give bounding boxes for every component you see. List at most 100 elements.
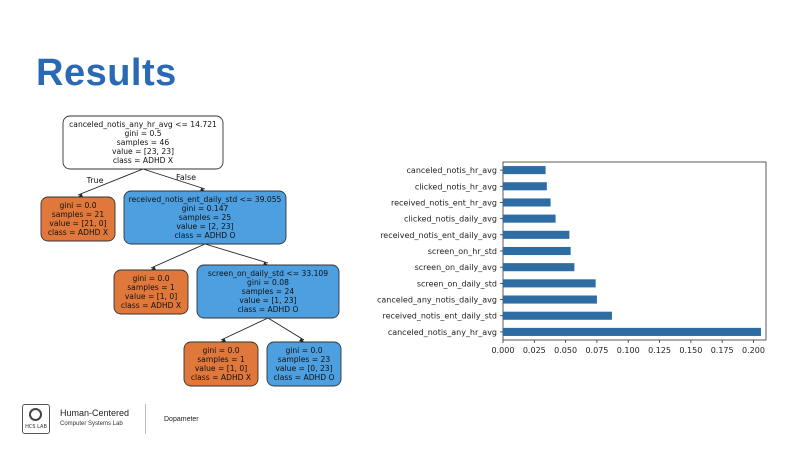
tree-node-box: [40, 196, 116, 242]
tree-node-text: class = ADHD X: [121, 301, 181, 310]
bar: [503, 279, 596, 288]
bar: [503, 230, 570, 239]
tree-node-text: value = [1, 0]: [195, 364, 247, 373]
x-tick-label: 0.075: [585, 346, 608, 355]
project-name: Dopameter: [164, 416, 199, 423]
y-tick-label: screen_on_daily_avg: [415, 263, 497, 272]
tree-edge-arrowhead: [151, 266, 156, 270]
y-tick-label: received_notis_ent_hr_avg: [391, 198, 497, 207]
x-tick-label: 0.050: [554, 346, 577, 355]
y-tick-label: clicked_notis_hr_avg: [415, 182, 497, 191]
tree-node-text: value = [2, 23]: [176, 222, 233, 231]
lab-logo-icon: HCS LAB: [22, 404, 50, 434]
x-tick-label: 0.125: [648, 346, 671, 355]
tree-node-text: screen_on_daily_std <= 33.109: [208, 269, 328, 278]
tree-node-text: gini = 0.0: [132, 274, 169, 283]
x-tick-label: 0.025: [523, 346, 546, 355]
tree-node-text: samples = 24: [242, 287, 295, 296]
slide-title: Results: [36, 52, 177, 94]
tree-node-text: value = [1, 0]: [125, 292, 177, 301]
y-tick-label: canceled_any_notis_daily_avg: [377, 296, 497, 305]
tree-node-text: received_notis_ent_daily_std <= 39.055: [129, 195, 282, 204]
tree-node: received_notis_ent_daily_std <= 39.055gi…: [123, 190, 287, 245]
decision-tree-diagram: True False canceled_notis_any_hr_avg <= 14…: [40, 115, 342, 387]
bar: [503, 182, 547, 191]
footer-divider: [145, 404, 146, 434]
tree-node-text: class = ADHD O: [273, 373, 334, 382]
tree-node-text: gini = 0.0: [202, 346, 239, 355]
tree-node-text: value = [0, 23]: [275, 364, 332, 373]
x-tick-label: 0.175: [711, 346, 734, 355]
tree-edge: [267, 317, 305, 341]
bar: [503, 263, 575, 272]
tree-node-text: value = [23, 23]: [112, 147, 174, 156]
bar: [503, 214, 556, 223]
tree-node-text: samples = 1: [127, 283, 175, 292]
y-tick-label: canceled_notis_any_hr_avg: [388, 328, 497, 337]
footer: HCS LAB Human-Centered Computer Systems …: [0, 398, 800, 448]
bar: [503, 311, 612, 320]
tree-edge: [204, 243, 269, 264]
y-tick-label: received_notis_ent_daily_avg: [380, 231, 497, 240]
tree-node-text: gini = 0.0: [59, 201, 96, 210]
tree-edge: [150, 243, 206, 269]
y-tick-label: clicked_notis_daily_avg: [404, 215, 497, 224]
tree-node-box: [196, 264, 340, 319]
head-icon: [29, 408, 42, 421]
lab-name: Human-Centered: [60, 408, 130, 418]
tree-node-text: value = [1, 23]: [239, 296, 296, 305]
bar: [503, 246, 571, 256]
tree-node-text: value = [21, 0]: [49, 219, 106, 228]
tree-node-text: samples = 21: [52, 210, 105, 219]
x-tick-label: 0.000: [492, 346, 515, 355]
tree-edge: [142, 168, 206, 190]
bar: [503, 295, 597, 304]
logo-text: HCS LAB: [25, 424, 47, 430]
tree-edge-arrowhead: [78, 193, 83, 197]
tree-edge-label: True: [86, 176, 104, 185]
y-tick-label: screen_on_hr_std: [428, 247, 497, 256]
feature-importance-chart: canceled_notis_any_hr_avg received_notis_…: [377, 161, 767, 355]
tree-node-text: gini = 0.147: [182, 204, 229, 213]
bar: [503, 166, 546, 175]
tree-node-text: canceled_notis_any_hr_avg <= 14.721: [69, 120, 217, 129]
tree-edge-arrowhead: [221, 338, 226, 342]
tree-node-box: [62, 115, 224, 170]
tree-edge: [77, 168, 144, 196]
tree-edge-arrowhead: [299, 337, 304, 342]
bar: [503, 327, 761, 336]
tree-node-text: samples = 25: [179, 213, 232, 222]
tree-node-box: [266, 341, 342, 387]
x-tick-label: 0.150: [679, 346, 702, 355]
tree-edge-arrowhead: [200, 187, 205, 192]
tree-node-text: class = ADHD X: [113, 156, 173, 165]
lab-subtitle: Computer Systems Lab: [60, 421, 123, 427]
tree-node-text: gini = 0.08: [247, 278, 289, 287]
tree-edge-arrowhead: [263, 261, 268, 266]
bar: [503, 198, 551, 207]
y-tick-label: screen_on_daily_std: [417, 279, 497, 288]
y-tick-label: canceled_notis_hr_avg: [407, 166, 497, 175]
tree-node-text: gini = 0.0: [285, 346, 322, 355]
tree-node: canceled_notis_any_hr_avg <= 14.721gini …: [62, 115, 224, 170]
tree-node-text: gini = 0.5: [124, 129, 161, 138]
tree-node-text: class = ADHD X: [48, 228, 108, 237]
tree-node-box: [183, 341, 259, 387]
y-tick-label: received_notis_ent_daily_std: [383, 312, 497, 321]
tree-node-text: samples = 1: [197, 355, 245, 364]
x-tick-label: 0.200: [742, 346, 765, 355]
tree-node-text: samples = 23: [278, 355, 331, 364]
tree-node-text: class = ADHD X: [191, 373, 251, 382]
tree-edge: [220, 317, 269, 341]
tree-node-text: class = ADHD O: [237, 305, 298, 314]
tree-edge-label: False: [176, 173, 196, 182]
tree-node-box: [123, 190, 287, 245]
x-tick-label: 0.100: [617, 346, 640, 355]
tree-node-text: class = ADHD O: [174, 231, 235, 240]
tree-node-text: samples = 46: [117, 138, 170, 147]
